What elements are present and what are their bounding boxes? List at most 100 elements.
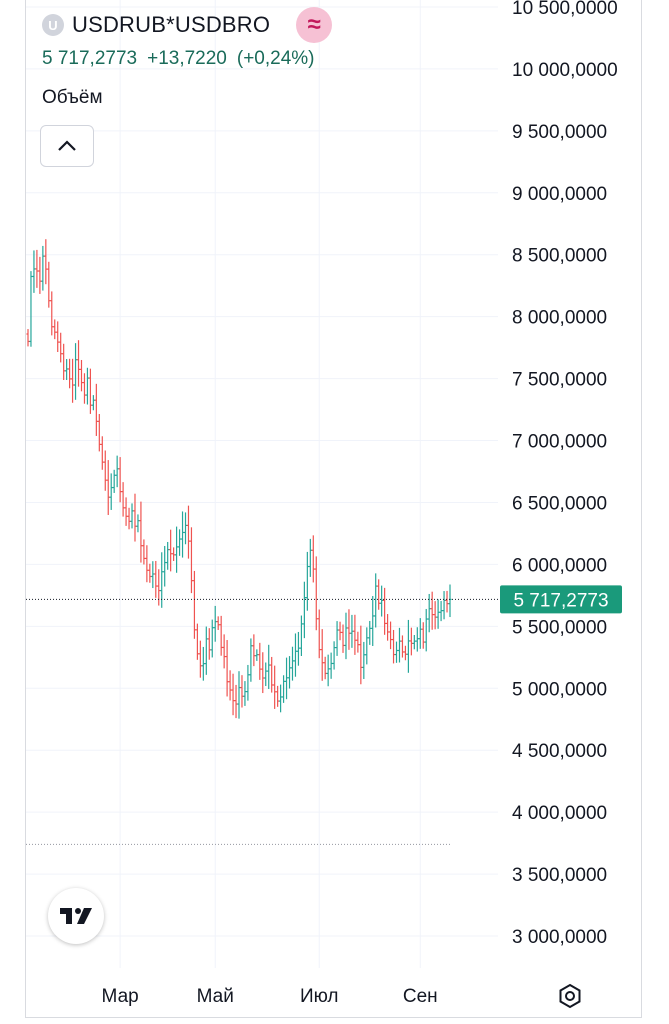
ohlc-bar [160,552,164,608]
ohlc-bar [106,460,110,515]
ohlc-bar [85,367,90,405]
ohlc-bar [243,681,247,706]
ohlc-bar [394,641,399,663]
ohlc-bar [213,605,217,642]
ohlc-bar [180,511,185,558]
ohlc-bar [53,319,57,340]
ohlc-bar [195,623,199,660]
ohlc-bar [341,624,345,653]
ohlc-bar [207,628,211,660]
ohlc-bar [100,436,104,470]
ohlc-bar [237,671,241,719]
ohlc-bar [305,551,309,611]
ohlc-bar [338,621,342,641]
volume-label[interactable]: Объём [42,87,103,108]
ohlc-bar [284,657,289,700]
ohlc-bar [62,343,66,381]
ohlc-bar [133,493,137,542]
ohlc-bar [163,545,167,587]
ohlc-bar [273,665,277,709]
ohlc-bar [293,633,298,677]
ohlc-bar [121,482,125,517]
ohlc-bar [228,670,232,701]
ohlc-bar [311,535,315,583]
y-tick-label: 10 500,0000 [512,0,618,19]
ohlc-bar [377,579,381,610]
ohlc-bar [26,329,30,347]
last-price: 5 717,2773 [42,48,138,69]
x-tick-label: Июл [300,986,339,1007]
ohlc-bar [82,373,87,404]
ohlc-bar [234,684,238,719]
y-tick-label: 8 000,0000 [512,308,607,329]
ohlc-bar [347,609,351,650]
collapse-button[interactable] [40,125,94,167]
ohlc-bar [186,505,191,559]
price-tag-label: 5 717,2773 [513,590,608,611]
y-tick-label: 5 500,0000 [512,617,607,638]
ohlc-bar [403,645,408,661]
ohlc-bar [406,619,410,673]
ohlc-bar [246,664,250,701]
symbol-logo-icon: U [42,14,64,36]
ohlc-bar [115,455,119,488]
ohlc-bar [397,627,402,663]
ohlc-bar [350,614,354,648]
ohlc-bar [59,332,63,363]
ohlc-bar [56,321,60,353]
ohlc-bar [118,457,122,503]
ohlc-bar [332,641,336,670]
y-tick-label: 9 500,0000 [512,122,607,143]
ohlc-bar [219,615,223,656]
ohlc-bar [252,634,256,667]
x-tick-label: Май [197,986,234,1007]
ohlc-bar [44,239,48,285]
symbol-legend: U USDRUB*USDBRO ≈ 5 717,2773 +13,7220 (+… [42,7,333,70]
approx-equal-icon[interactable]: ≈ [296,7,333,43]
ohlc-bar [344,612,348,660]
ohlc-bar [323,656,327,680]
ohlc-bar [222,634,226,669]
symbol-name[interactable]: USDRUB*USDBRO [72,12,271,37]
y-tick-label: 3 000,0000 [512,927,607,948]
ohlc-bar [391,629,396,664]
ohlc-bar [97,413,101,452]
ohlc-bar [91,395,95,411]
ohlc-bar [174,526,179,573]
ohlc-bar [424,608,428,652]
ohlc-bar [329,652,333,679]
ohlc-bar [418,618,422,649]
price-tag [500,585,622,614]
ohlc-bar [35,249,39,288]
ohlc-bar [38,256,42,294]
ohlc-bar [362,641,366,680]
ohlc-bar [383,587,387,635]
ohlc-bar [50,291,54,336]
ohlc-bar [130,503,134,529]
ohlc-bar [385,614,390,641]
ohlc-bar [270,656,274,693]
ohlc-bar [279,684,283,713]
y-tick-label: 5 000,0000 [512,679,607,700]
ohlc-bar [201,646,205,681]
ohlc-bar [136,514,140,533]
ohlc-bar [258,642,262,680]
ohlc-bar [400,635,405,658]
y-tick-label: 9 000,0000 [512,184,607,205]
settings-icon[interactable] [556,982,584,1010]
ohlc-bar [157,569,161,606]
ohlc-bar [142,539,146,565]
ohlc-bar [409,627,413,656]
ohlc-bar [32,250,36,293]
ohlc-bar [47,261,51,308]
ohlc-bar [249,638,253,682]
ohlc-bar [189,527,194,594]
ohlc-bar [70,358,75,403]
ohlc-bar [299,615,304,656]
ohlc-bar [296,631,301,666]
ohlc-bar [320,629,324,681]
ohlc-bar [68,358,72,389]
ohlc-bar [442,591,446,620]
tradingview-logo-icon[interactable] [48,888,104,944]
